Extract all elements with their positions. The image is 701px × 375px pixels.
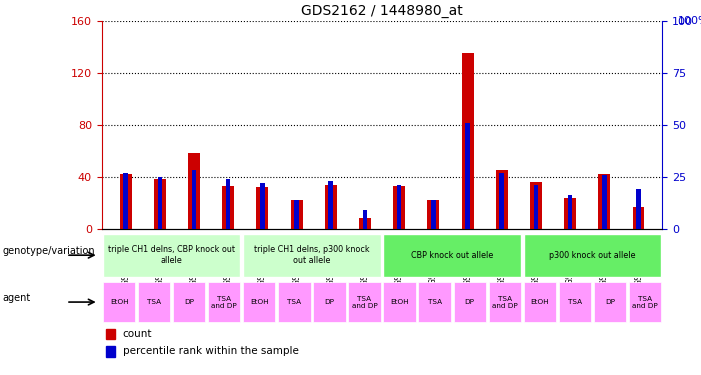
Bar (465, 123, 470, 229)
Text: EtOH: EtOH (531, 299, 549, 305)
Bar (158, 177, 162, 229)
Text: EtOH: EtOH (390, 299, 409, 305)
Text: TSA: TSA (147, 299, 161, 305)
Bar (105, 346, 115, 357)
Bar (383, 282, 416, 322)
Text: percentile rank within the sample: percentile rank within the sample (123, 346, 299, 356)
Bar (329, 181, 333, 229)
Bar (524, 234, 661, 277)
Bar (431, 200, 435, 229)
Bar (461, 53, 473, 229)
Bar (257, 187, 268, 229)
Bar (123, 172, 128, 229)
Bar (222, 186, 234, 229)
Text: TSA: TSA (568, 299, 582, 305)
Text: TSA: TSA (287, 299, 301, 305)
Text: triple CH1 delns, CBP knock out
allele: triple CH1 delns, CBP knock out allele (108, 246, 236, 265)
Bar (637, 189, 641, 229)
Bar (454, 282, 486, 322)
Text: EtOH: EtOH (250, 299, 268, 305)
Bar (138, 282, 170, 322)
Bar (243, 282, 275, 322)
Text: EtOH: EtOH (110, 299, 128, 305)
Bar (294, 200, 299, 229)
Bar (533, 185, 538, 229)
Bar (313, 282, 346, 322)
Bar (564, 198, 576, 229)
Bar (496, 170, 508, 229)
Bar (393, 186, 405, 229)
Text: triple CH1 delns, p300 knock
out allele: triple CH1 delns, p300 knock out allele (254, 246, 369, 265)
Bar (383, 234, 521, 277)
Bar (325, 184, 336, 229)
Bar (359, 218, 371, 229)
Bar (530, 182, 542, 229)
Bar (260, 183, 265, 229)
Bar (120, 174, 132, 229)
Bar (568, 195, 573, 229)
Text: DP: DP (465, 299, 475, 305)
Bar (173, 282, 205, 322)
Bar (226, 179, 231, 229)
Text: TSA
and DP: TSA and DP (492, 296, 517, 309)
Bar (559, 282, 591, 322)
Bar (599, 174, 611, 229)
Bar (243, 234, 381, 277)
Bar (191, 171, 196, 229)
Text: p300 knock out allele: p300 knock out allele (549, 251, 636, 260)
Bar (103, 234, 240, 277)
Text: count: count (123, 329, 152, 339)
Text: DP: DP (605, 299, 615, 305)
Bar (602, 175, 606, 229)
Bar (188, 153, 200, 229)
Bar (489, 282, 521, 322)
Bar (362, 210, 367, 229)
Y-axis label: 100%: 100% (677, 16, 701, 27)
Text: DP: DP (325, 299, 334, 305)
Bar (105, 329, 115, 339)
Bar (397, 185, 402, 229)
Bar (418, 282, 451, 322)
Bar (629, 282, 661, 322)
Bar (154, 179, 165, 229)
Text: TSA
and DP: TSA and DP (632, 296, 658, 309)
Text: TSA
and DP: TSA and DP (352, 296, 377, 309)
Bar (278, 282, 311, 322)
Bar (103, 282, 135, 322)
Bar (428, 200, 440, 229)
Bar (499, 172, 504, 229)
Bar (291, 200, 303, 229)
Bar (524, 282, 556, 322)
Text: genotype/variation: genotype/variation (2, 246, 95, 255)
Bar (594, 282, 626, 322)
Bar (208, 282, 240, 322)
Text: TSA: TSA (428, 299, 442, 305)
Text: CBP knock out allele: CBP knock out allele (411, 251, 494, 260)
Text: agent: agent (2, 293, 30, 303)
Bar (348, 282, 381, 322)
Bar (632, 207, 644, 229)
Text: TSA
and DP: TSA and DP (212, 296, 237, 309)
Text: DP: DP (184, 299, 194, 305)
Title: GDS2162 / 1448980_at: GDS2162 / 1448980_at (301, 4, 463, 18)
